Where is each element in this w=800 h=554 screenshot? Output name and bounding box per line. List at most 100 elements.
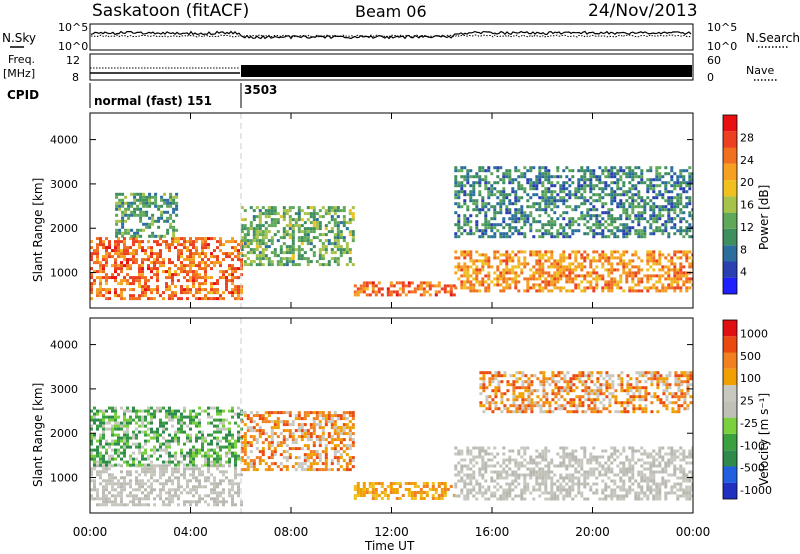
range-time-cell-vel-4 bbox=[532, 470, 536, 474]
range-time-cell-power-5 bbox=[475, 175, 479, 179]
range-time-cell-power-5 bbox=[490, 193, 494, 197]
range-time-cell-vel-1 bbox=[96, 424, 99, 428]
range-time-cell-power-5 bbox=[661, 193, 665, 197]
range-time-cell-power-4 bbox=[661, 289, 665, 293]
range-time-cell-power-3 bbox=[353, 293, 357, 297]
range-time-cell-power-1 bbox=[133, 210, 137, 214]
range-time-cell-vel-4 bbox=[535, 455, 539, 459]
range-time-cell-vel-0 bbox=[162, 500, 165, 504]
range-time-cell-power-5 bbox=[685, 205, 689, 209]
range-time-cell-power-2 bbox=[342, 209, 346, 213]
range-time-cell-vel-1 bbox=[225, 427, 228, 431]
range-time-cell-vel-1 bbox=[117, 439, 120, 443]
range-time-cell-power-2 bbox=[306, 233, 310, 237]
range-time-cell-power-5 bbox=[652, 196, 656, 200]
range-time-cell-vel-2 bbox=[312, 420, 316, 424]
range-time-cell-power-4 bbox=[580, 280, 584, 284]
range-time-cell-vel-4 bbox=[463, 485, 467, 489]
range-time-cell-power-1 bbox=[157, 225, 161, 229]
range-time-cell-power-0 bbox=[105, 276, 108, 280]
range-time-cell-power-4 bbox=[613, 250, 617, 254]
range-time-cell-vel-3 bbox=[371, 491, 375, 494]
range-time-cell-power-2 bbox=[297, 239, 301, 243]
range-time-cell-vel-4 bbox=[571, 455, 575, 459]
range-time-cell-power-5 bbox=[607, 211, 611, 215]
range-time-cell-vel-4 bbox=[523, 497, 527, 501]
range-time-cell-vel-2 bbox=[261, 429, 265, 433]
range-time-cell-power-5 bbox=[523, 220, 527, 224]
range-time-cell-vel-1 bbox=[105, 427, 108, 431]
nsky-label: N.Sky bbox=[2, 31, 36, 45]
range-time-cell-vel-0 bbox=[108, 497, 111, 501]
range-time-cell-vel-4 bbox=[529, 455, 533, 459]
range-time-cell-vel-1 bbox=[192, 457, 195, 461]
range-time-cell-power-0 bbox=[120, 249, 123, 253]
range-time-cell-power-4 bbox=[556, 277, 560, 281]
range-time-cell-power-1 bbox=[139, 201, 143, 205]
range-time-cell-power-0 bbox=[117, 240, 120, 244]
range-time-cell-power-4 bbox=[457, 277, 461, 281]
range-time-cell-vel-0 bbox=[141, 485, 144, 489]
range-time-cell-vel-4 bbox=[613, 482, 617, 486]
range-time-cell-vel-1 bbox=[225, 418, 228, 422]
range-time-cell-power-2 bbox=[252, 260, 256, 264]
range-time-cell-vel-0 bbox=[90, 488, 93, 492]
range-time-cell-power-5 bbox=[628, 187, 632, 191]
range-time-cell-power-4 bbox=[475, 271, 479, 275]
range-time-cell-vel-4 bbox=[469, 467, 473, 471]
range-time-cell-vel-4 bbox=[472, 476, 476, 480]
range-time-cell-power-2 bbox=[297, 254, 301, 258]
range-time-cell-vel-4 bbox=[502, 470, 506, 474]
range-time-cell-vel-1 bbox=[213, 460, 216, 464]
range-time-cell-power-4 bbox=[538, 286, 542, 290]
range-time-cell-power-2 bbox=[336, 215, 340, 219]
range-time-cell-vel-1 bbox=[108, 415, 111, 419]
range-time-cell-vel-1 bbox=[174, 436, 177, 440]
range-time-cell-power-4 bbox=[589, 280, 593, 284]
range-time-cell-power-0 bbox=[216, 261, 219, 265]
range-time-cell-vel-2 bbox=[321, 429, 325, 433]
range-time-cell-vel-4 bbox=[481, 449, 485, 453]
range-time-cell-vel-2 bbox=[309, 411, 313, 415]
range-time-cell-power-5 bbox=[676, 202, 680, 206]
range-time-cell-power-2 bbox=[291, 242, 295, 246]
range-time-cell-power-0 bbox=[174, 237, 177, 241]
range-time-cell-power-3 bbox=[452, 284, 456, 288]
range-time-cell-power-5 bbox=[691, 235, 693, 239]
range-time-cell-vel-2 bbox=[330, 414, 334, 418]
range-time-cell-power-2 bbox=[333, 206, 337, 210]
range-time-cell-power-5 bbox=[610, 172, 614, 176]
range-time-cell-vel-2 bbox=[324, 465, 328, 469]
range-time-cell-power-1 bbox=[133, 201, 137, 205]
range-time-cell-power-5 bbox=[517, 229, 521, 233]
range-time-cell-power-4 bbox=[475, 268, 479, 272]
range-time-cell-power-0 bbox=[159, 264, 162, 268]
range-time-cell-power-2 bbox=[261, 206, 265, 210]
range-time-cell-vel-3 bbox=[389, 488, 393, 491]
range-time-cell-power-5 bbox=[559, 196, 563, 200]
range-time-cell-power-5 bbox=[643, 211, 647, 215]
range-time-cell-vel-1 bbox=[108, 418, 111, 422]
range-time-cell-power-2 bbox=[300, 224, 304, 228]
range-time-cell-vel-0 bbox=[126, 470, 129, 474]
range-time-cell-vel-0 bbox=[159, 482, 162, 486]
range-time-cell-vel-1 bbox=[99, 418, 102, 422]
range-time-cell-power-0 bbox=[93, 279, 96, 283]
range-time-cell-power-5 bbox=[691, 208, 693, 212]
range-time-cell-power-4 bbox=[553, 262, 557, 266]
range-time-cell-power-0 bbox=[201, 261, 204, 265]
y-tick-label: 3000 bbox=[50, 178, 78, 191]
range-time-cell-power-2 bbox=[264, 257, 268, 261]
range-time-cell-power-5 bbox=[598, 223, 602, 227]
range-time-cell-power-5 bbox=[493, 166, 497, 170]
range-time-cell-vel-0 bbox=[138, 503, 141, 507]
range-time-cell-vel-4 bbox=[580, 494, 584, 498]
range-time-cell-vel-1 bbox=[132, 433, 135, 437]
range-time-cell-power-5 bbox=[574, 187, 578, 191]
range-time-cell-power-2 bbox=[339, 236, 343, 240]
range-time-cell-vel-4 bbox=[484, 470, 488, 474]
range-time-cell-power-2 bbox=[327, 212, 331, 216]
range-time-cell-power-5 bbox=[598, 226, 602, 230]
range-time-cell-power-0 bbox=[90, 297, 93, 301]
range-time-cell-power-4 bbox=[463, 280, 467, 284]
